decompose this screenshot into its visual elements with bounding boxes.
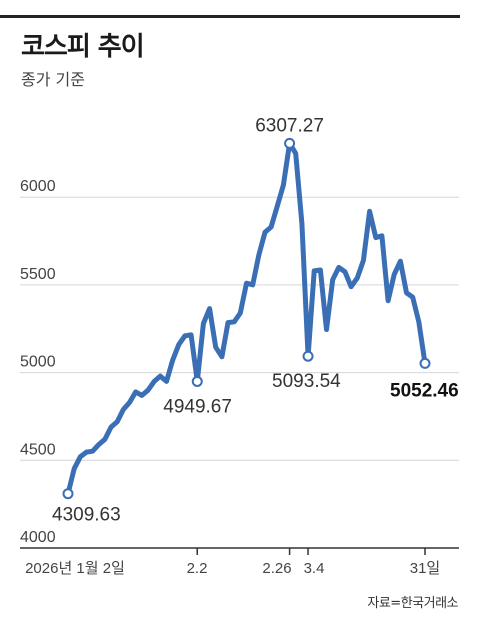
kospi-series-line	[65, 140, 428, 497]
annotation-marker-4	[419, 357, 431, 369]
y-tick-label-5000: 5000	[20, 354, 56, 371]
annotation-label-4: 5052.46	[390, 380, 459, 401]
x-tick-label-2: 2.26	[262, 560, 291, 577]
x-tick-label-3: 3.4	[304, 560, 325, 577]
x-tick-label-1: 2.2	[187, 560, 208, 577]
annotation-marker-2	[284, 137, 296, 149]
y-tick-label-5500: 5500	[20, 266, 56, 283]
annotation-label-3: 5093.54	[272, 371, 341, 392]
chart-subtitle: 종가 기준	[21, 70, 85, 89]
annotation-label-0: 4309.63	[52, 505, 121, 526]
x-tick-label-4: 31일	[410, 560, 441, 577]
top-rule	[0, 15, 460, 18]
chart-title: 코스피 추이	[21, 32, 145, 62]
annotation-marker-1	[191, 375, 203, 387]
annotation-label-1: 4949.67	[163, 396, 232, 417]
annotation-marker-0	[62, 488, 74, 500]
source-note: 자료=한국거래소	[367, 596, 458, 611]
y-tick-label-4500: 4500	[20, 441, 56, 458]
annotation-label-2: 6307.27	[255, 115, 324, 136]
annotation-marker-3	[302, 350, 314, 362]
y-tick-label-6000: 6000	[20, 178, 56, 195]
y-tick-label-4000: 4000	[20, 529, 56, 546]
x-tick-label-0: 2026년 1월 2일	[25, 560, 125, 577]
